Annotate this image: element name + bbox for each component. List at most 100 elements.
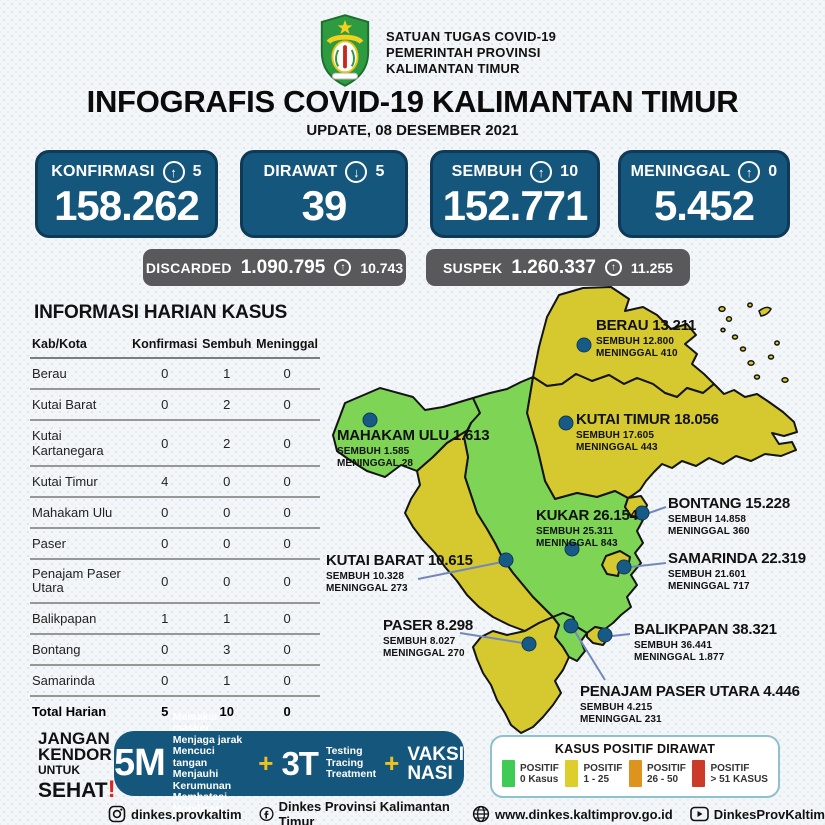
cell: 5: [161, 704, 169, 719]
region-kutai-barat: [404, 422, 554, 632]
table-row: Balikpapan 1 1 0: [30, 603, 320, 635]
cell: 0: [254, 466, 320, 498]
daily-cases-table: Kab/Kota Konfirmasi Sembuh Meninggal Ber…: [30, 331, 320, 726]
update-date: UPDATE, 08 DESEMBER 2021: [306, 122, 519, 139]
dot-samarinda: [616, 559, 632, 575]
youtube-handle[interactable]: DinkesProvKaltim: [689, 806, 825, 822]
arrow-down-icon: ↓: [345, 161, 368, 183]
facebook-icon: [259, 806, 274, 822]
orange-swatch: [628, 760, 642, 787]
cell: 0: [199, 497, 255, 529]
social-footer: dinkes.provkaltim Dinkes Provinsi Kalima…: [108, 799, 825, 825]
table-row: Mahakam Ulu 0 0 0: [30, 497, 320, 529]
arrow-up-icon: ↑: [738, 161, 761, 183]
cell: Bontang: [30, 634, 131, 666]
arrow-up-icon: ↑: [530, 161, 553, 183]
map-legend: KASUS POSITIF DIRAWAT POSITIF 0 Kasus POS…: [490, 735, 780, 798]
table-row: Samarinda 0 1 0: [30, 665, 320, 697]
campaign-pill: 5M Memakai masker Menjaga jarak Mencuci …: [114, 711, 464, 815]
table-row: Kutai Barat 0 2 0: [30, 389, 320, 421]
card-delta: 0: [768, 163, 778, 180]
instagram-handle[interactable]: dinkes.provkaltim: [108, 805, 242, 823]
card-konfirmasi: KONFIRMASI ↑ 5 158.262: [35, 150, 218, 238]
youtube-icon: [689, 806, 709, 822]
cell: 0: [199, 559, 255, 604]
green-swatch: [502, 760, 515, 787]
map-label-berau: BERAU 13.211 SEMBUH 12.800 MENINGGAL 410: [596, 317, 697, 359]
bar-delta: 11.255: [630, 259, 673, 276]
col-header: Konfirmasi: [130, 331, 200, 359]
region-paser: [472, 616, 570, 734]
3t-label: 3T: [281, 744, 319, 782]
cell: Berau: [30, 358, 131, 390]
map-label-kutai-barat: KUTAI BARAT 10.615 SEMBUH 10.328 MENINGG…: [326, 552, 473, 594]
yellow-swatch: [565, 760, 579, 787]
dot-penajam-paser-utara: [563, 618, 579, 634]
cell: 0: [254, 420, 320, 467]
dot-balikpapan: [597, 627, 613, 643]
dot-kutai-barat: [498, 552, 514, 568]
table-row: Berau 0 1 0: [30, 358, 320, 390]
cell: 0: [199, 466, 255, 498]
card-label: DIRAWAT: [263, 163, 338, 180]
legend-title: KASUS POSITIF DIRAWAT: [554, 742, 716, 756]
red-swatch: [692, 760, 706, 787]
card-value: 39: [301, 182, 348, 229]
card-label: KONFIRMASI: [51, 163, 155, 180]
col-header: Sembuh: [199, 331, 255, 359]
bar-value: 1.260.337: [511, 256, 596, 278]
dot-paser: [521, 636, 537, 652]
col-header: Kab/Kota: [30, 331, 131, 359]
arrow-up-icon: ↑: [162, 161, 185, 183]
cell: 1: [199, 358, 255, 390]
cell: Balikpapan: [30, 603, 131, 635]
cell: Samarinda: [30, 665, 131, 697]
city-dots: [362, 337, 650, 652]
cell: 0: [254, 528, 320, 560]
map-label-kutai-timur: KUTAI TIMUR 18.056 SEMBUH 17.605 MENINGG…: [576, 411, 719, 453]
dot-berau: [576, 337, 592, 353]
cell: Penajam Paser Utara: [30, 559, 131, 604]
cell: 1: [130, 603, 200, 635]
page-title: INFOGRAFIS COVID-19 KALIMANTAN TIMUR: [86, 84, 739, 119]
dot-kutai-timur: [558, 415, 574, 431]
bar-suspek: SUSPEK 1.260.337 ↑ 11.255: [426, 249, 690, 286]
map-label-paser: PASER 8.298 SEMBUH 8.027 MENINGGAL 270: [383, 617, 474, 659]
col-header: Meninggal: [254, 331, 320, 359]
map-label-balikpapan: BALIKPAPAN 38.321 SEMBUH 36.441 MENINGGA…: [634, 621, 777, 663]
cell: 0: [199, 528, 255, 560]
islands: [718, 302, 789, 383]
card-value: 5.452: [653, 182, 755, 229]
cell: 0: [130, 420, 200, 467]
website-link[interactable]: www.dinkes.kaltimprov.go.id: [472, 805, 673, 823]
table-row: Kutai Kartanegara 0 2 0: [30, 420, 320, 467]
org-line: SATUAN TUGAS COVID-19: [386, 29, 557, 44]
facebook-handle[interactable]: Dinkes Provinsi Kalimantan Timur: [259, 799, 455, 825]
region-penajam-paser-utara: [552, 612, 588, 662]
table-row: Penajam Paser Utara 0 0 0: [30, 559, 320, 604]
cell: 0: [254, 603, 320, 635]
provincial-seal-logo: [320, 14, 370, 87]
arrow-up-icon: ↑: [334, 259, 352, 276]
table-row: Kutai Timur 4 0 0: [30, 466, 320, 498]
card-dirawat: DIRAWAT ↓ 5 39: [240, 150, 408, 238]
map-label-samarinda: SAMARINDA 22.319 SEMBUH 21.601 MENINGGAL…: [668, 550, 806, 592]
card-label: MENINGGAL: [630, 163, 731, 180]
5m-items: Memakai masker Menjaga jarak Mencuci tan…: [172, 710, 243, 815]
3t-items: Testing Tracing Treatment: [325, 745, 377, 781]
cell: 0: [130, 665, 200, 697]
kaltim-choropleth-map: [332, 286, 798, 734]
cell: 1: [199, 603, 255, 635]
plus-icon: +: [258, 748, 274, 778]
vaksinasi-label: VAKSI NASI: [407, 743, 464, 784]
dot-mahakam-ulu: [362, 412, 378, 428]
card-sembuh: SEMBUH ↑ 10 152.771: [430, 150, 600, 238]
table-row: Bontang 0 3 0: [30, 634, 320, 666]
cell: 0: [130, 358, 200, 390]
legend-item-orange: POSITIF 26 - 50: [628, 760, 686, 787]
map-label-kukar: KUKAR 26.154 SEMBUH 25.311 MENINGGAL 843: [536, 507, 638, 549]
bar-delta: 10.743: [360, 259, 404, 276]
cell: 0: [254, 389, 320, 421]
cell: 1: [199, 665, 255, 697]
table-total-row: Total Harian 5 10 0: [30, 696, 320, 726]
